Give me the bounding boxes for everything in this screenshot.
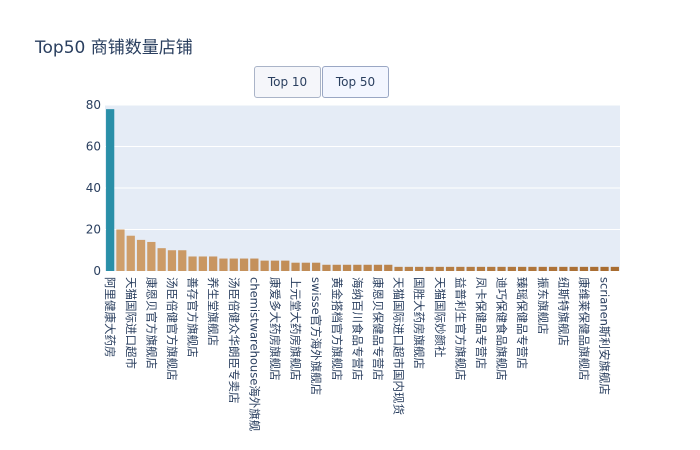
x-tick-label: 康恩贝保健品专营店 xyxy=(371,277,385,381)
y-tick-label: 60 xyxy=(86,140,101,154)
bar[interactable] xyxy=(518,266,527,271)
y-axis-ticks: 0 20 40 60 80 xyxy=(86,98,101,278)
bar[interactable] xyxy=(198,256,207,271)
bar[interactable] xyxy=(466,266,475,271)
bar[interactable] xyxy=(157,248,166,271)
bar[interactable] xyxy=(270,260,280,272)
bar[interactable] xyxy=(281,260,290,272)
y-tick-label: 20 xyxy=(86,223,101,237)
x-tick-label: 康维莱保健品旗舰店 xyxy=(577,277,591,381)
x-tick-label: 臻瑶保健品专营店 xyxy=(515,277,529,369)
bar[interactable] xyxy=(126,235,135,271)
x-axis-ticks: 阿里健康大药房 天猫国际进口超市 康恩贝官方旗舰店 汤臣倍健官方旗舰店 善存官方旗舰店养… xyxy=(103,277,611,432)
bar[interactable] xyxy=(384,264,393,271)
x-tick-label: 汤臣倍健官方旗舰店 xyxy=(165,277,179,381)
bar[interactable] xyxy=(342,264,352,271)
bar[interactable] xyxy=(445,266,455,271)
x-tick-label: 天猫国际进口超市国内现货 xyxy=(392,277,406,415)
bar[interactable] xyxy=(332,264,341,271)
bar[interactable] xyxy=(373,264,383,271)
x-tick-label: 康恩贝官方旗舰店 xyxy=(144,277,158,369)
y-tick-label: 80 xyxy=(86,98,101,112)
bar[interactable] xyxy=(301,262,310,271)
bar[interactable] xyxy=(106,109,115,272)
bar[interactable] xyxy=(229,258,238,271)
x-tick-label: 养生堂旗舰店 xyxy=(206,277,220,346)
y-tick-label: 0 xyxy=(93,264,101,278)
bar[interactable] xyxy=(559,266,568,271)
x-tick-label: scrianen斯利安旗舰店 xyxy=(598,277,612,395)
bar[interactable] xyxy=(322,264,331,271)
y-tick-label: 40 xyxy=(86,181,101,195)
x-tick-label: 黄金搭档官方旗舰店 xyxy=(330,277,344,381)
bar[interactable] xyxy=(136,239,146,272)
x-tick-label: 振东旗舰店 xyxy=(536,277,550,335)
bars xyxy=(106,109,619,272)
bar[interactable] xyxy=(538,266,547,271)
chart-title: Top50 商铺数量店铺 xyxy=(35,38,193,58)
bar[interactable] xyxy=(167,250,177,271)
bar[interactable] xyxy=(239,258,249,271)
top50-button[interactable]: Top 50 xyxy=(322,66,389,98)
x-tick-label: 凤卡保健品专营店 xyxy=(474,277,488,369)
bar[interactable] xyxy=(147,241,156,271)
bar[interactable] xyxy=(425,266,434,271)
x-tick-label: 汤臣倍健众华朗臣专卖店 xyxy=(227,277,241,404)
bar[interactable] xyxy=(456,266,465,271)
x-tick-label: 国胜大药房旗舰店 xyxy=(412,277,426,369)
bar[interactable] xyxy=(250,258,259,271)
x-tick-label: 迪巧保健食品旗舰店 xyxy=(495,277,509,381)
bar[interactable] xyxy=(528,266,537,271)
bar[interactable] xyxy=(497,266,506,271)
x-tick-label: 天猫国际进口超市 xyxy=(124,277,138,369)
grid-lines xyxy=(105,104,620,230)
top10-button[interactable]: Top 10 xyxy=(254,66,321,98)
bar[interactable] xyxy=(188,256,197,271)
bar[interactable] xyxy=(394,266,403,271)
bar[interactable] xyxy=(548,266,558,271)
bar[interactable] xyxy=(610,266,619,271)
x-tick-label: 上元堂大药房旗舰店 xyxy=(289,277,303,381)
bar[interactable] xyxy=(219,258,228,271)
bar[interactable] xyxy=(291,262,300,271)
bar[interactable] xyxy=(116,229,125,272)
bar[interactable] xyxy=(507,266,516,271)
x-tick-label: 海纳百川食品专营店 xyxy=(350,277,364,381)
bar[interactable] xyxy=(487,266,496,271)
bar[interactable] xyxy=(209,256,218,271)
x-tick-label: 天猫国际妙颜社 xyxy=(433,277,447,358)
bar[interactable] xyxy=(363,264,372,271)
bar[interactable] xyxy=(600,266,609,271)
x-tick-label: 益普利生官方旗舰店 xyxy=(453,277,467,381)
x-tick-label: chemistwarehouse海外旗舰 xyxy=(247,277,261,432)
x-tick-label: swisse官方海外旗舰店 xyxy=(309,277,323,395)
x-tick-label: 阿里健康大药房 xyxy=(103,277,117,358)
bar[interactable] xyxy=(435,266,444,271)
bar[interactable] xyxy=(312,262,321,271)
bar[interactable] xyxy=(569,266,578,271)
bar[interactable] xyxy=(353,264,362,271)
x-tick-label: 康爱多大药房旗舰店 xyxy=(268,277,282,381)
bar[interactable] xyxy=(404,266,413,271)
bar[interactable] xyxy=(476,266,486,271)
bar[interactable] xyxy=(579,266,589,271)
bar[interactable] xyxy=(178,250,187,271)
bar[interactable] xyxy=(590,266,599,271)
x-tick-label: 纽斯特旗舰店 xyxy=(556,277,570,346)
bar[interactable] xyxy=(415,266,424,271)
bar[interactable] xyxy=(260,260,269,272)
x-tick-label: 善存官方旗舰店 xyxy=(186,277,200,358)
